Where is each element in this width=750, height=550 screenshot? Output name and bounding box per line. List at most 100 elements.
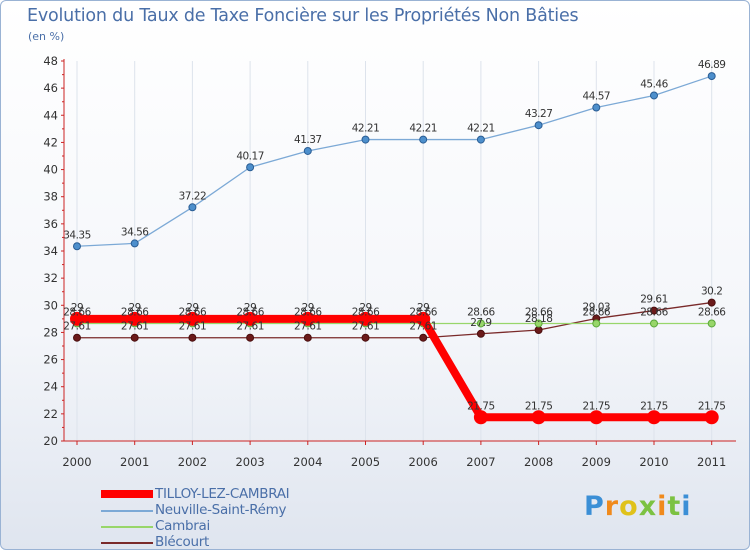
y-tick-label-24: 24 xyxy=(43,380,58,394)
point-neuville-2001 xyxy=(130,239,139,248)
legend-label-tilloy: TILLOY-LEZ-CAMBRAI xyxy=(155,486,290,502)
point-tilloy-2000 xyxy=(70,311,84,326)
data-label-blecourt-2001: 27.61 xyxy=(121,321,149,333)
chart-title: Evolution du Taux de Taxe Foncière sur l… xyxy=(27,6,579,26)
data-label-tilloy-2010: 21.75 xyxy=(640,400,668,412)
data-label-cambrai-2000: 28.66 xyxy=(63,306,91,318)
data-label-blecourt-2009: 29.03 xyxy=(583,301,611,313)
data-label-blecourt-2007: 27.9 xyxy=(470,317,491,329)
data-label-blecourt-2010: 29.61 xyxy=(640,294,668,306)
y-tick-label-40: 40 xyxy=(43,163,58,177)
y-tick-label-48: 48 xyxy=(43,54,58,68)
data-label-neuville-2007: 42.21 xyxy=(467,123,495,135)
point-blecourt-2005 xyxy=(361,333,370,342)
data-label-blecourt-2008: 28.18 xyxy=(525,313,553,325)
point-neuville-2004 xyxy=(303,146,312,155)
axes: 20 22 24 26 28 30 32 34 36 38 40 42 44 46 48 2000 2001 20… xyxy=(43,54,736,469)
legend-swatch-blecourt xyxy=(101,542,153,544)
data-label-neuville-2008: 43.27 xyxy=(525,108,553,120)
data-label-tilloy-2000: 29 xyxy=(71,302,83,314)
data-label-blecourt-2000: 27.61 xyxy=(63,321,91,333)
point-blecourt-2003 xyxy=(246,333,255,342)
x-tick-label-2004: 2004 xyxy=(293,455,322,469)
data-label-neuville-2001: 34.56 xyxy=(121,226,149,238)
point-tilloy-2009 xyxy=(589,410,604,425)
point-neuville-2000 xyxy=(73,242,81,251)
y-tick-label-22: 22 xyxy=(43,407,58,421)
x-tick-label-2005: 2005 xyxy=(351,455,380,469)
x-tick-label-2003: 2003 xyxy=(235,455,264,469)
y-tick-label-36: 36 xyxy=(43,217,58,231)
data-label-tilloy-2005: 29 xyxy=(359,302,371,314)
data-label-cambrai-2009: 28.66 xyxy=(583,306,611,318)
point-cambrai-2007 xyxy=(476,319,485,328)
x-tick-label-2009: 2009 xyxy=(582,455,611,469)
y-tick-label-28: 28 xyxy=(43,325,58,339)
point-tilloy-2010 xyxy=(647,410,661,425)
data-label-tilloy-2009: 21.75 xyxy=(583,400,611,412)
y-tick-label-42: 42 xyxy=(43,135,58,149)
data-label-tilloy-2004: 29 xyxy=(302,302,314,314)
point-tilloy-2006 xyxy=(416,311,431,326)
point-tilloy-2004 xyxy=(300,311,315,326)
data-label-tilloy-2006: 29 xyxy=(417,302,429,314)
data-label-cambrai-2008: 28.66 xyxy=(525,306,553,318)
data-label-neuville-2009: 44.57 xyxy=(583,91,611,103)
logo-letter: i xyxy=(657,491,668,522)
series-line-tilloy xyxy=(77,314,712,422)
data-label-blecourt-2003: 27.61 xyxy=(236,321,264,333)
data-label-blecourt-2004: 27.61 xyxy=(294,321,322,333)
y-tick-label-44: 44 xyxy=(43,108,58,122)
logo-letter: r xyxy=(604,491,620,522)
point-cambrai-2011 xyxy=(707,319,716,328)
data-label-neuville-2000: 34.35 xyxy=(63,229,91,241)
point-cambrai-2008 xyxy=(534,319,543,328)
data-label-tilloy-2002: 29 xyxy=(186,302,198,314)
y-tick-label-32: 32 xyxy=(43,271,58,285)
point-tilloy-2005 xyxy=(358,311,373,326)
data-label-blecourt-2011: 30.2 xyxy=(701,286,722,298)
point-cambrai-2009 xyxy=(592,319,601,328)
x-tick-label-2006: 2006 xyxy=(409,455,438,469)
y-tick-label-26: 26 xyxy=(43,353,58,367)
x-tick-label-2000: 2000 xyxy=(62,455,91,469)
point-tilloy-2001 xyxy=(127,311,142,326)
point-blecourt-2002 xyxy=(188,333,197,342)
data-label-cambrai-2005: 28.66 xyxy=(352,306,380,318)
x-tick-label-2008: 2008 xyxy=(524,455,553,469)
series-line-blecourt xyxy=(77,301,712,339)
point-tilloy-2007 xyxy=(473,410,488,425)
point-neuville-2006 xyxy=(419,135,428,144)
point-cambrai-2010 xyxy=(650,319,658,328)
series-line-neuville xyxy=(76,75,712,247)
legend-swatch-cambrai xyxy=(101,526,153,528)
point-tilloy-2003 xyxy=(243,311,258,326)
point-neuville-2010 xyxy=(650,91,658,100)
y-tick-label-20: 20 xyxy=(43,434,58,448)
data-label-neuville-2006: 42.21 xyxy=(409,123,437,135)
grid xyxy=(76,61,713,441)
point-neuville-2005 xyxy=(361,135,370,144)
point-blecourt-2008 xyxy=(534,325,543,334)
data-label-tilloy-2001: 29 xyxy=(129,302,141,314)
legend-label-cambrai: Cambrai xyxy=(155,518,210,534)
data-label-tilloy-2007: 21.75 xyxy=(467,400,495,412)
data-labels: 34.35 34.56 37.22 40.17 41.37 42.21 42.21 42.21… xyxy=(63,59,727,412)
data-label-tilloy-2011: 21.75 xyxy=(698,400,726,412)
data-label-cambrai-2006: 28.66 xyxy=(409,306,437,318)
legend-swatch-tilloy xyxy=(101,490,153,498)
y-tick-label-46: 46 xyxy=(43,81,58,95)
data-label-tilloy-2008: 21.75 xyxy=(525,400,553,412)
data-label-cambrai-2010: 28.66 xyxy=(640,306,668,318)
point-neuville-2007 xyxy=(476,135,485,144)
data-label-neuville-2002: 37.22 xyxy=(179,190,207,202)
logo-letter: P xyxy=(584,491,605,522)
data-label-cambrai-2007: 28.66 xyxy=(467,306,495,318)
point-blecourt-2010 xyxy=(650,306,658,315)
data-label-cambrai-2011: 28.66 xyxy=(698,306,726,318)
x-tick-label-2010: 2010 xyxy=(639,455,668,469)
data-label-neuville-2011: 46.89 xyxy=(698,59,726,71)
point-neuville-2003 xyxy=(246,163,255,172)
legend-label-neuville: Neuville-Saint-Rémy xyxy=(155,502,287,518)
y-tick-label-38: 38 xyxy=(43,190,58,204)
